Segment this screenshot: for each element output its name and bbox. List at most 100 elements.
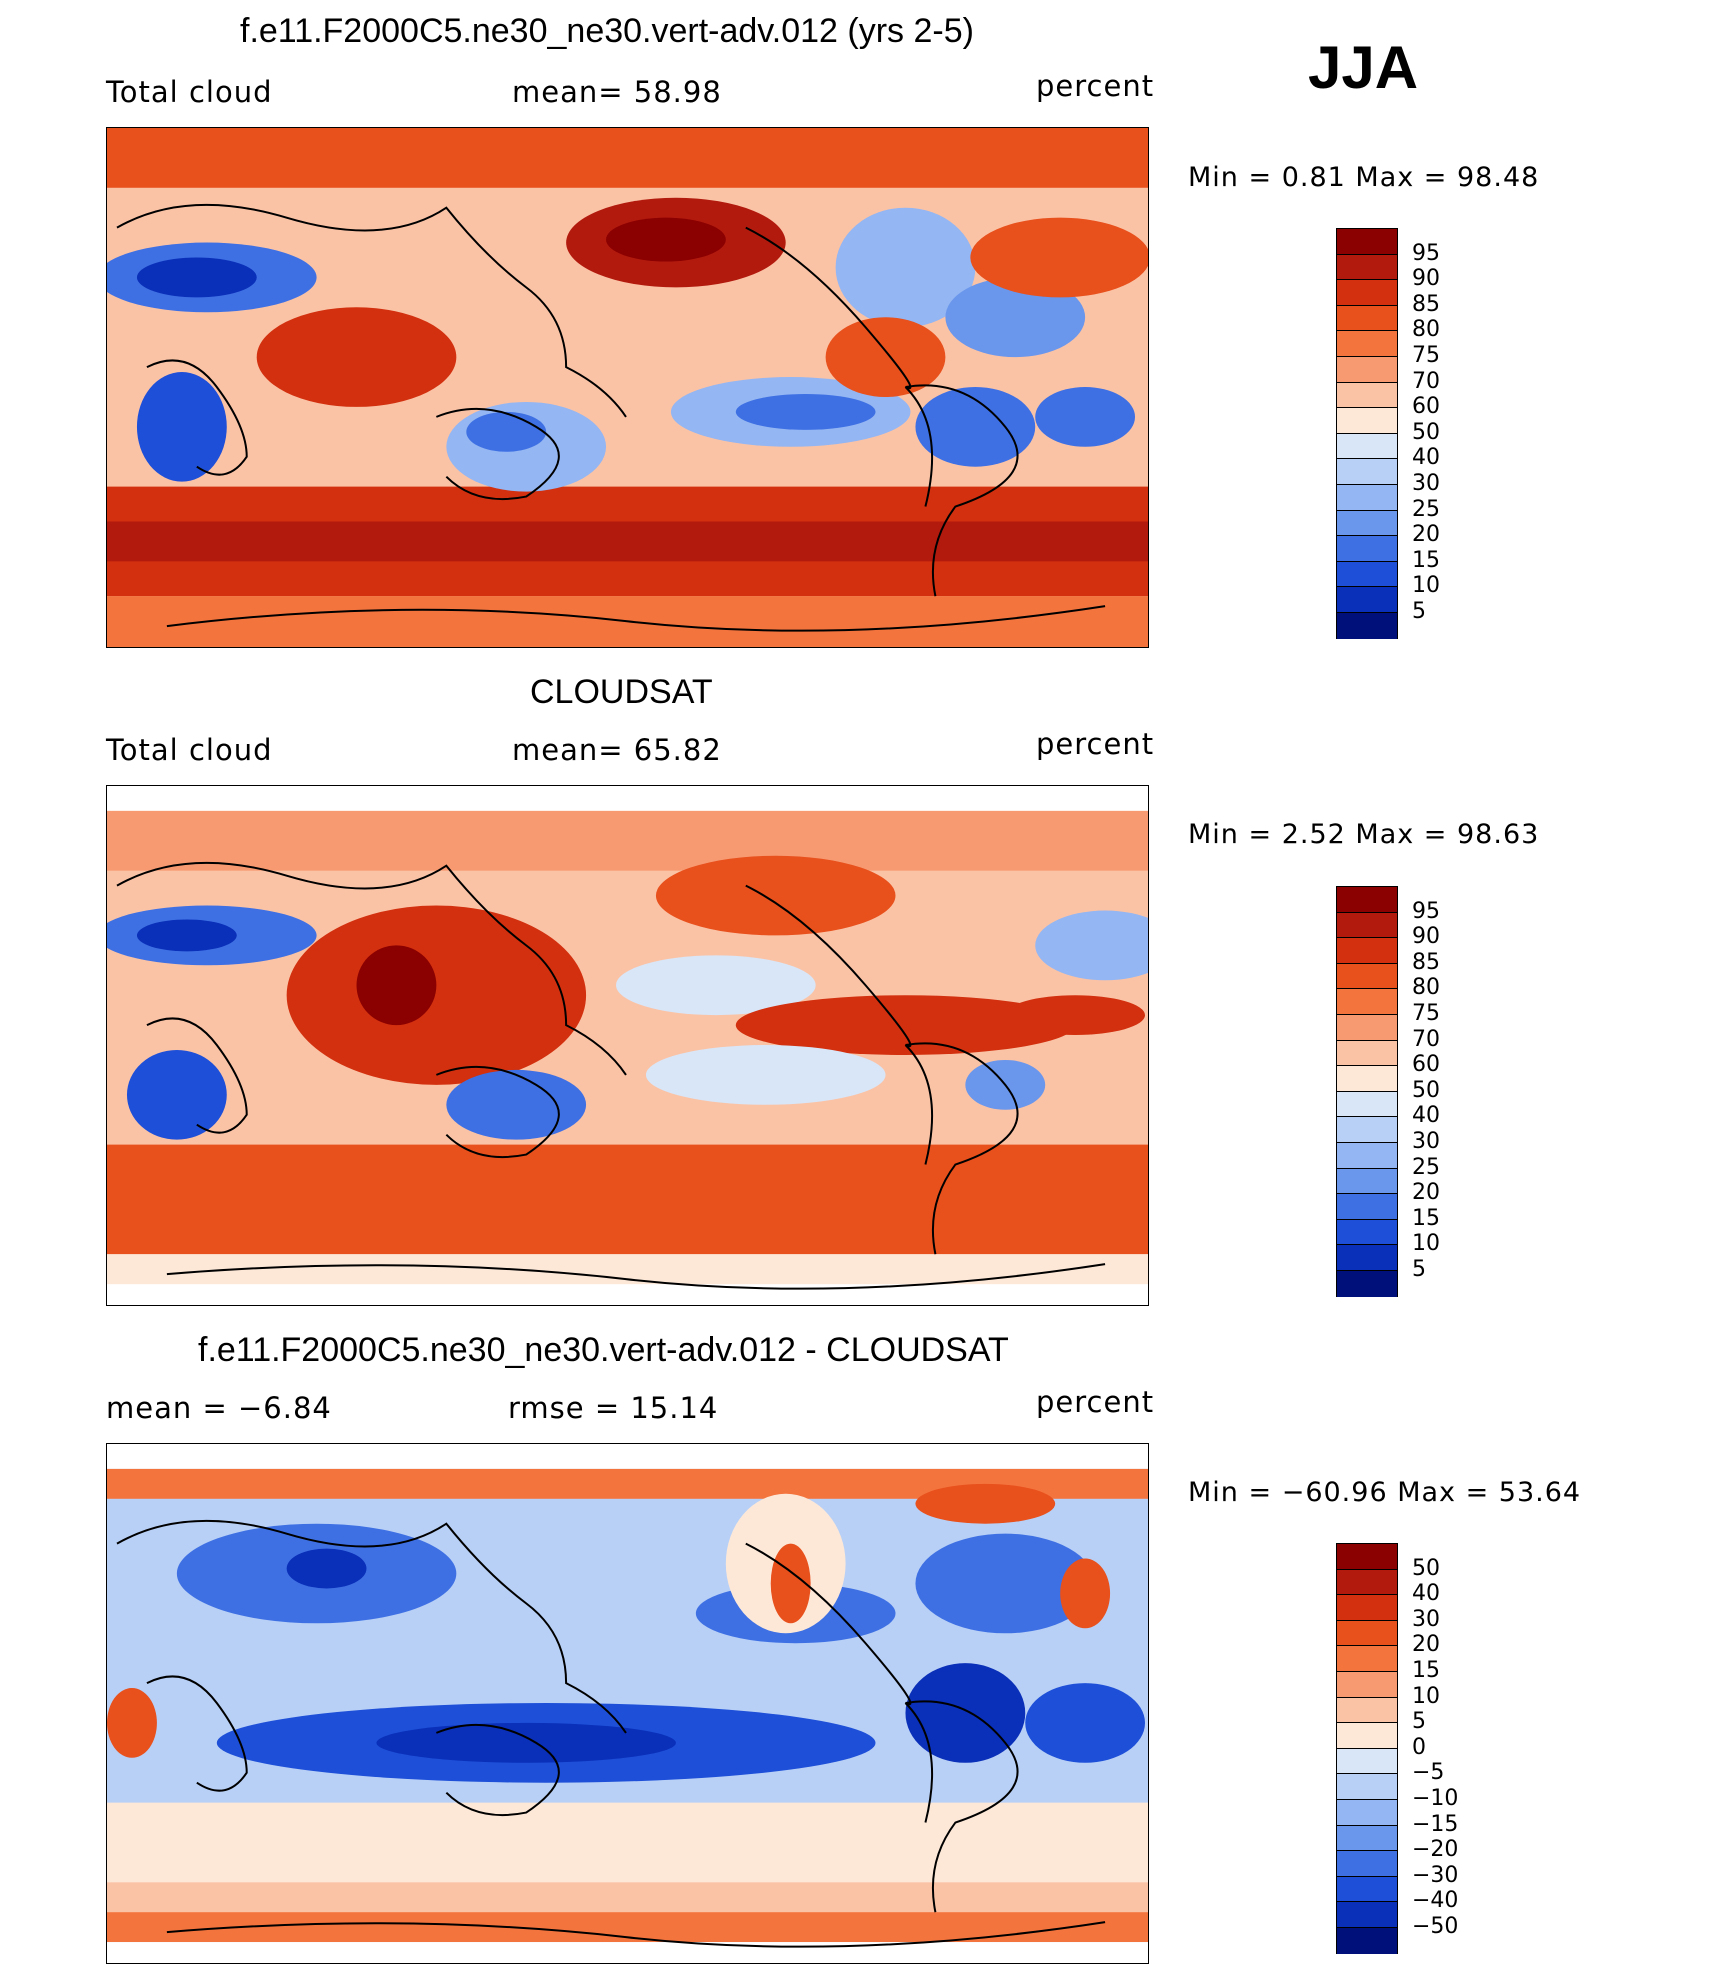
colorbar-cell	[1337, 1646, 1397, 1672]
colorbar-label: 40	[1412, 1581, 1440, 1607]
panel1-mean-label: mean= 58.98	[512, 75, 722, 109]
colorbar-cell	[1337, 561, 1397, 588]
colorbar-label: 15	[1412, 547, 1440, 573]
panel2-mean-label: mean= 65.82	[512, 733, 722, 767]
colorbar-label: −30	[1412, 1862, 1459, 1888]
panel3-mean-label: mean = −6.84	[106, 1391, 332, 1425]
colorbar-label: 5	[1412, 599, 1426, 624]
colorbar-cell	[1337, 331, 1397, 357]
colorbar-label: 50	[1412, 1555, 1440, 1581]
colorbar-label: 75	[1412, 1001, 1440, 1026]
colorbar-label: 10	[1412, 1683, 1440, 1709]
panel1-title: f.e11.F2000C5.ne30_ne30.vert-adv.012 (yr…	[240, 12, 974, 50]
colorbar-cell	[1337, 1825, 1397, 1852]
colorbar-cell	[1337, 1876, 1397, 1903]
colorbar-cell	[1337, 382, 1397, 409]
colorbar-cell	[1337, 1245, 1397, 1271]
season-label: JJA	[1308, 34, 1419, 101]
panel2-left-label: Total cloud	[106, 733, 273, 767]
panel3-minmax: Min = −60.96 Max = 53.64	[1188, 1477, 1582, 1508]
panel1-colorbar	[1336, 228, 1398, 639]
colorbar-label: 25	[1412, 496, 1440, 522]
colorbar-cell	[1337, 280, 1397, 306]
colorbar-cell	[1337, 459, 1397, 485]
colorbar-label: 75	[1412, 343, 1440, 368]
colorbar-label: −15	[1412, 1811, 1459, 1837]
colorbar-cell	[1337, 1194, 1397, 1220]
colorbar-label: 85	[1412, 949, 1440, 975]
colorbar-cell	[1337, 587, 1397, 613]
panel1-minmax: Min = 0.81 Max = 98.48	[1188, 162, 1540, 193]
colorbar-cell	[1337, 1142, 1397, 1169]
colorbar-label: 15	[1412, 1658, 1440, 1683]
colorbar-cell	[1337, 1851, 1397, 1877]
colorbar-cell	[1337, 1066, 1397, 1092]
colorbar-cell	[1337, 305, 1397, 332]
colorbar-cell	[1337, 938, 1397, 964]
colorbar-label: 80	[1412, 975, 1440, 1001]
colorbar-label: 80	[1412, 317, 1440, 343]
colorbar-label: 15	[1412, 1205, 1440, 1231]
colorbar-cell	[1337, 612, 1397, 639]
colorbar-cell	[1337, 356, 1397, 383]
colorbar-label: 5	[1412, 1257, 1426, 1282]
colorbar-label: 50	[1412, 1077, 1440, 1103]
colorbar-label: 25	[1412, 1154, 1440, 1180]
colorbar-label: 30	[1412, 1606, 1440, 1632]
colorbar-cell	[1337, 1902, 1397, 1928]
colorbar-label: 70	[1412, 368, 1440, 394]
colorbar-cell	[1337, 1799, 1397, 1826]
colorbar-label: 60	[1412, 394, 1440, 420]
colorbar-cell	[1337, 1595, 1397, 1621]
colorbar-cell	[1337, 536, 1397, 562]
panel1-units-label: percent	[1036, 69, 1155, 103]
colorbar-label: 95	[1412, 240, 1440, 266]
colorbar-cell	[1337, 1544, 1397, 1570]
colorbar-label: −20	[1412, 1837, 1459, 1863]
colorbar-label: −40	[1412, 1888, 1459, 1914]
colorbar-label: −50	[1412, 1914, 1459, 1939]
colorbar-cell	[1337, 1748, 1397, 1775]
panel1-map	[106, 127, 1149, 648]
colorbar-label: 10	[1412, 573, 1440, 599]
colorbar-cell	[1337, 433, 1397, 460]
colorbar-cell	[1337, 1219, 1397, 1246]
colorbar-label: −10	[1412, 1786, 1459, 1811]
colorbar-cell	[1337, 484, 1397, 511]
panel2-title: CLOUDSAT	[530, 673, 713, 711]
panel3-title: f.e11.F2000C5.ne30_ne30.vert-adv.012 - C…	[198, 1331, 1009, 1369]
panel3-colorbar	[1336, 1543, 1398, 1954]
colorbar-cell	[1337, 229, 1397, 255]
colorbar-cell	[1337, 1270, 1397, 1297]
colorbar-label: 50	[1412, 419, 1440, 445]
colorbar-cell	[1337, 1014, 1397, 1041]
colorbar-cell	[1337, 1697, 1397, 1724]
colorbar-cell	[1337, 510, 1397, 537]
colorbar-cell	[1337, 1927, 1397, 1954]
colorbar-cell	[1337, 989, 1397, 1015]
panel2-map	[106, 785, 1149, 1306]
colorbar-cell	[1337, 1091, 1397, 1118]
colorbar-label: 85	[1412, 291, 1440, 317]
colorbar-label: 90	[1412, 266, 1440, 292]
colorbar-cell	[1337, 1040, 1397, 1067]
panel2-colorbar	[1336, 886, 1398, 1297]
colorbar-label: 40	[1412, 445, 1440, 471]
colorbar-label: 95	[1412, 898, 1440, 924]
colorbar-label: 70	[1412, 1026, 1440, 1052]
panel1-left-label: Total cloud	[106, 75, 273, 109]
colorbar-cell	[1337, 1569, 1397, 1596]
panel3-units-label: percent	[1036, 1385, 1155, 1419]
colorbar-cell	[1337, 1774, 1397, 1800]
colorbar-cell	[1337, 963, 1397, 990]
colorbar-label: 20	[1412, 1632, 1440, 1658]
colorbar-label: 90	[1412, 924, 1440, 950]
panel2-map-field	[107, 786, 1148, 1305]
colorbar-label: 20	[1412, 1180, 1440, 1206]
colorbar-cell	[1337, 887, 1397, 913]
panel2-units-label: percent	[1036, 727, 1155, 761]
colorbar-cell	[1337, 408, 1397, 434]
colorbar-label: 30	[1412, 1129, 1440, 1154]
colorbar-cell	[1337, 1168, 1397, 1195]
panel2-minmax: Min = 2.52 Max = 98.63	[1188, 819, 1540, 850]
